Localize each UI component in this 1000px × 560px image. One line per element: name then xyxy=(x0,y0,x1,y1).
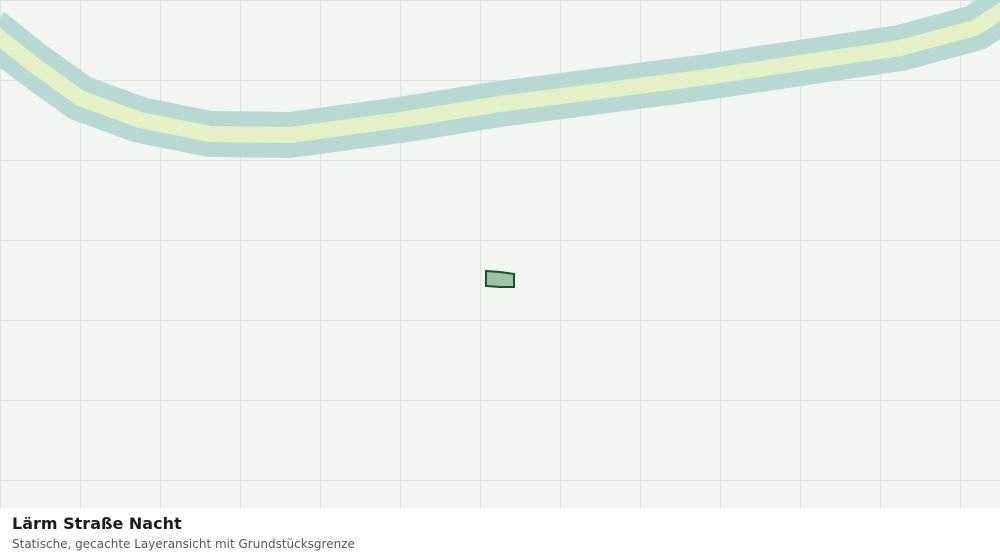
map-view xyxy=(0,0,1000,508)
noise-band-inner xyxy=(0,1,1000,143)
caption: Lärm Straße Nacht Statische, gecachte La… xyxy=(0,508,1000,560)
parcel-boundary[interactable] xyxy=(485,269,515,288)
layer-subtitle: Statische, gecachte Layeransicht mit Gru… xyxy=(12,537,355,551)
layer-title: Lärm Straße Nacht xyxy=(12,514,182,533)
